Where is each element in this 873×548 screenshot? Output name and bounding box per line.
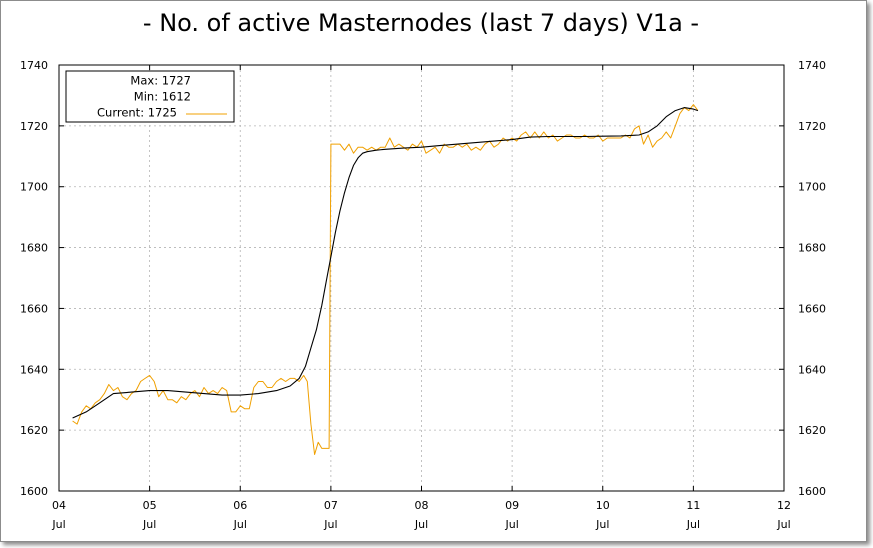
x-tick-label-month: Jul xyxy=(414,518,428,531)
y-tick-label-right: 1680 xyxy=(798,242,826,255)
y-tick-label-left: 1740 xyxy=(20,59,48,72)
x-tick-label-day: 04 xyxy=(52,499,66,512)
x-tick-label-month: Jul xyxy=(504,518,518,531)
legend-min-label: Min: 1612 xyxy=(134,90,191,104)
x-tick-label-month: Jul xyxy=(142,518,156,531)
legend-max-label: Max: 1727 xyxy=(130,74,191,88)
legend-current-label: Current: 1725 xyxy=(97,106,177,120)
series-current-polyline xyxy=(72,104,699,455)
series-current-line xyxy=(72,104,699,455)
x-tick-label-month: Jul xyxy=(595,518,609,531)
x-tick-label-month: Jul xyxy=(233,518,247,531)
y-tick-label-left: 1600 xyxy=(20,485,48,498)
y-tick-label-left: 1680 xyxy=(20,242,48,255)
y-tick-label-right: 1720 xyxy=(798,120,826,133)
series-smoothed-line xyxy=(72,107,699,419)
x-tick-label-day: 12 xyxy=(777,499,791,512)
series-smoothed-polyline xyxy=(72,107,699,419)
x-tick-label-day: 09 xyxy=(505,499,519,512)
y-tick-label-left: 1720 xyxy=(20,120,48,133)
y-tick-label-right: 1640 xyxy=(798,363,826,376)
chart-svg: - No. of active Masternodes (last 7 days… xyxy=(20,9,826,531)
y-tick-label-left: 1700 xyxy=(20,181,48,194)
x-tick-label-month: Jul xyxy=(323,518,337,531)
x-tick-label-month: Jul xyxy=(686,518,700,531)
y-tick-label-left: 1640 xyxy=(20,363,48,376)
y-tick-label-right: 1700 xyxy=(798,181,826,194)
plot-area-border xyxy=(58,64,785,492)
x-tick-label-month: Jul xyxy=(51,518,65,531)
chart-title: - No. of active Masternodes (last 7 days… xyxy=(143,9,699,37)
x-tick-label-day: 07 xyxy=(324,499,338,512)
y-tick-label-right: 1600 xyxy=(798,485,826,498)
x-tick-label-day: 10 xyxy=(596,499,610,512)
x-tick-label-day: 05 xyxy=(143,499,157,512)
x-tick-label-day: 06 xyxy=(233,499,247,512)
x-tick-label-day: 11 xyxy=(686,499,700,512)
x-tick-label-month: Jul xyxy=(776,518,790,531)
y-tick-label-right: 1660 xyxy=(798,302,826,315)
axis-ticks: 1600 1600 1620 1620 1640 1640 1660 1660 1680 1680… xyxy=(20,59,826,531)
x-tick-label-day: 08 xyxy=(415,499,429,512)
y-tick-label-right: 1740 xyxy=(798,59,826,72)
y-tick-label-right: 1620 xyxy=(798,424,826,437)
y-tick-label-left: 1620 xyxy=(20,424,48,437)
grid-lines xyxy=(59,65,784,491)
legend: Max: 1727 Min: 1612 Current: 1725 xyxy=(65,70,235,123)
y-tick-label-left: 1660 xyxy=(20,302,48,315)
